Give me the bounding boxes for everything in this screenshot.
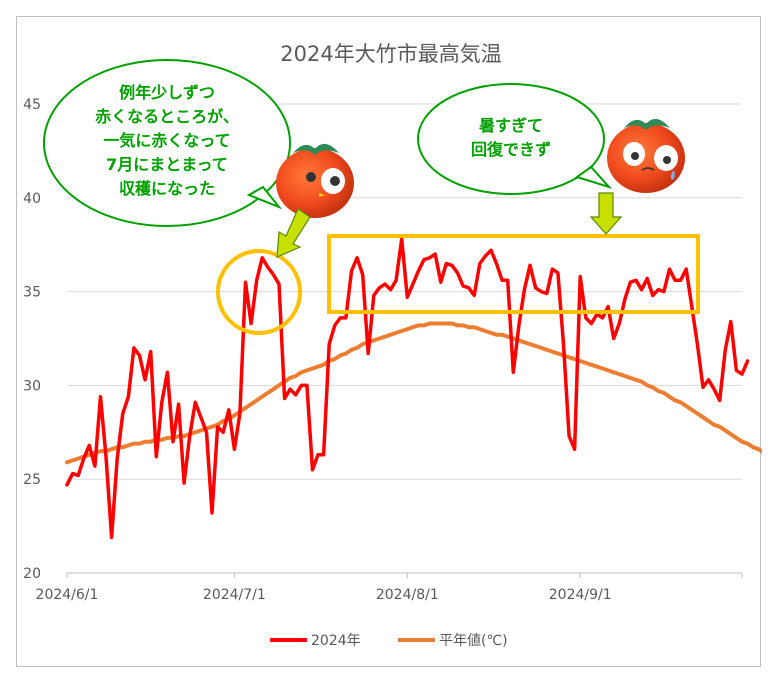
highlight-circle-july (216, 249, 302, 335)
series-line-2024 (65, 237, 750, 540)
callout-text-line: 赤くなるところが、 (95, 107, 239, 126)
x-axis: 2024/6/1 2024/7/1 2024/8/1 2024/9/1 (36, 572, 743, 603)
tomato-mascot-sad-icon (607, 118, 685, 193)
down-arrow-icon (589, 192, 623, 235)
down-arrow-icon (276, 208, 311, 258)
chart-frame: 2024年大竹市最高気温 20 25 30 35 40 45 2024/6/1 2024/7… (16, 16, 762, 667)
chart-canvas: 2024年大竹市最高気温 20 25 30 35 40 45 2024/6/1 2024/7… (23, 42, 762, 649)
callout-text-line: 7月にまとまって (106, 155, 228, 174)
highlight-box-aug-sep (327, 234, 700, 314)
callout-text-line: 暑すぎて (478, 116, 543, 135)
x-tick-label: 2024/8/1 (376, 587, 439, 603)
legend-label-2024: 2024年 (311, 633, 361, 649)
callout-text-line: 一気に赤くなって (103, 131, 230, 150)
y-axis-ticks: 20 25 30 35 40 45 (23, 97, 41, 582)
x-tick-label: 2024/7/1 (203, 587, 266, 603)
callout-text-line: 収穫になった (119, 179, 215, 198)
x-tick-label: 2024/9/1 (549, 587, 612, 603)
y-tick-label: 30 (23, 378, 41, 394)
y-tick-label: 35 (23, 285, 41, 301)
series-layer (65, 237, 762, 540)
x-tick-label: 2024/6/1 (36, 587, 99, 603)
tomato-mascot-icon (276, 143, 354, 218)
y-tick-label: 20 (23, 566, 41, 582)
chart-title: 2024年大竹市最高気温 (280, 42, 501, 66)
y-tick-label: 45 (23, 97, 41, 113)
callout-text-line: 例年少しずつ (119, 83, 215, 102)
legend: 2024年 平年値(℃) (270, 633, 508, 649)
y-tick-label: 25 (23, 472, 41, 488)
series-line-normal (65, 321, 762, 465)
legend-label-normal: 平年値(℃) (439, 633, 508, 649)
y-tick-label: 40 (23, 191, 41, 207)
callout-text-line: 回復できず (471, 140, 551, 159)
